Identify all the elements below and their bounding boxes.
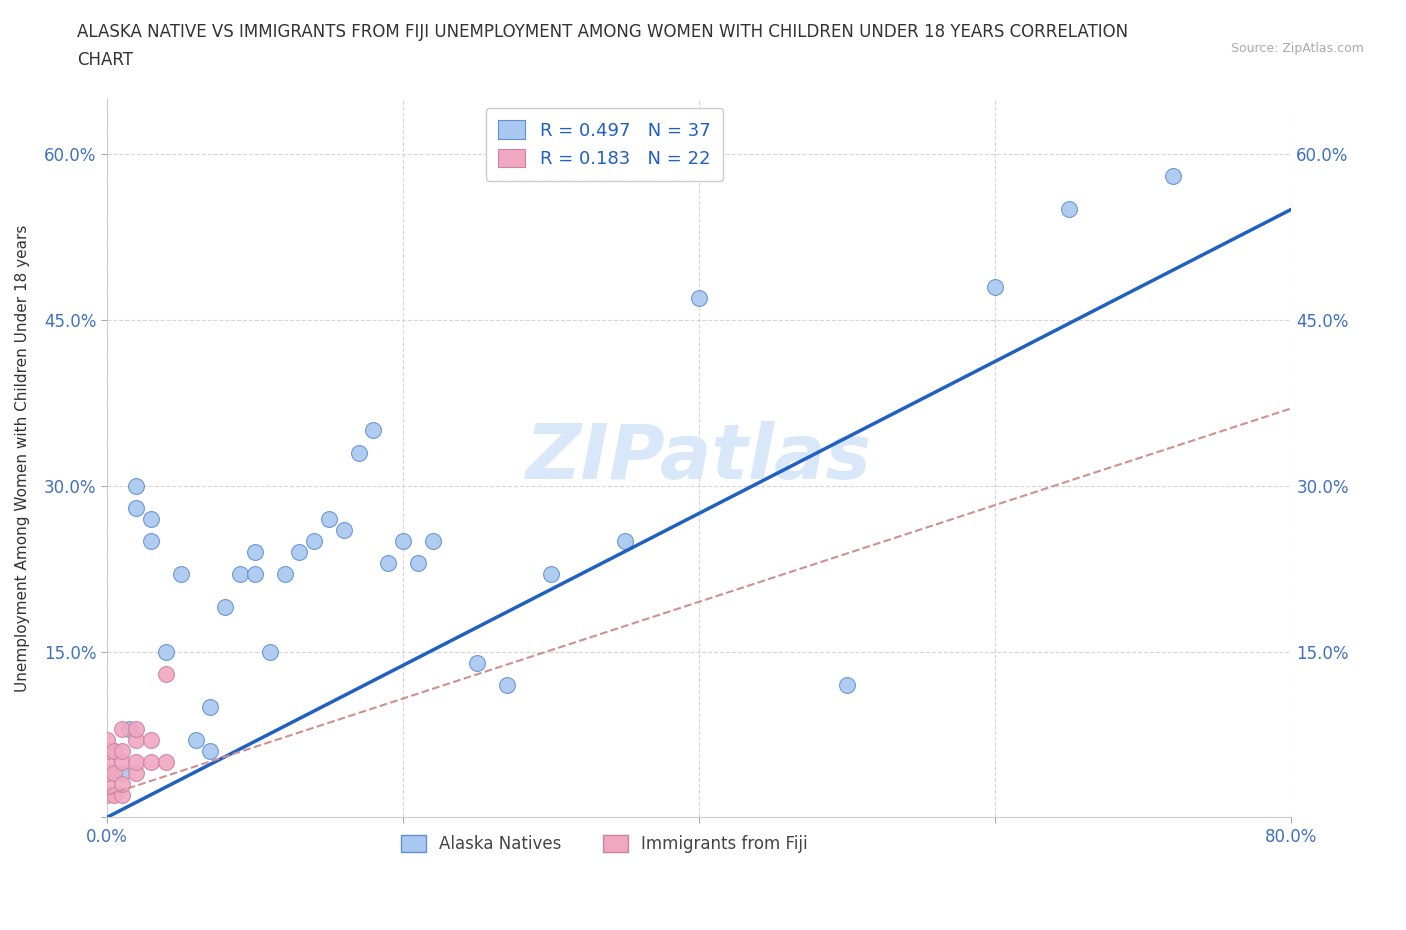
Point	[243, 545, 266, 560]
Point	[96, 754, 118, 769]
Text: ALASKA NATIVE VS IMMIGRANTS FROM FIJI UNEMPLOYMENT AMONG WOMEN WITH CHILDREN UND: ALASKA NATIVE VS IMMIGRANTS FROM FIJI UN…	[77, 23, 1129, 41]
Point	[125, 500, 148, 515]
Point	[200, 699, 222, 714]
Point	[141, 512, 163, 526]
Point	[110, 788, 132, 803]
Point	[259, 644, 281, 659]
Point	[688, 290, 710, 305]
Point	[229, 566, 252, 581]
Text: ZIPatlas: ZIPatlas	[526, 421, 872, 495]
Point	[363, 423, 385, 438]
Point	[96, 744, 118, 759]
Point	[540, 566, 562, 581]
Point	[984, 279, 1007, 294]
Point	[155, 666, 177, 681]
Point	[273, 566, 295, 581]
Point	[318, 512, 340, 526]
Point	[200, 744, 222, 759]
Point	[103, 744, 125, 759]
Point	[377, 555, 399, 570]
Point	[96, 788, 118, 803]
Point	[96, 733, 118, 748]
Point	[495, 677, 517, 692]
Point	[141, 733, 163, 748]
Point	[125, 754, 148, 769]
Point	[110, 722, 132, 737]
Point	[288, 545, 311, 560]
Point	[332, 523, 354, 538]
Point	[243, 566, 266, 581]
Point	[125, 478, 148, 493]
Point	[141, 534, 163, 549]
Text: Source: ZipAtlas.com: Source: ZipAtlas.com	[1230, 42, 1364, 55]
Point	[96, 777, 118, 791]
Point	[837, 677, 859, 692]
Point	[214, 600, 236, 615]
Point	[184, 733, 207, 748]
Point	[125, 765, 148, 780]
Point	[1161, 168, 1184, 183]
Point	[141, 754, 163, 769]
Point	[110, 765, 132, 780]
Y-axis label: Unemployment Among Women with Children Under 18 years: Unemployment Among Women with Children U…	[15, 224, 30, 692]
Point	[96, 765, 118, 780]
Text: CHART: CHART	[77, 51, 134, 69]
Point	[302, 534, 325, 549]
Point	[422, 534, 444, 549]
Point	[103, 788, 125, 803]
Point	[118, 722, 141, 737]
Point	[110, 777, 132, 791]
Point	[155, 644, 177, 659]
Point	[103, 744, 125, 759]
Point	[392, 534, 415, 549]
Point	[155, 754, 177, 769]
Point	[614, 534, 637, 549]
Point	[1059, 202, 1081, 217]
Point	[125, 733, 148, 748]
Point	[125, 722, 148, 737]
Legend: Alaska Natives, Immigrants from Fiji: Alaska Natives, Immigrants from Fiji	[394, 828, 814, 859]
Point	[465, 655, 488, 670]
Point	[170, 566, 193, 581]
Point	[406, 555, 429, 570]
Point	[110, 744, 132, 759]
Point	[347, 445, 370, 460]
Point	[110, 754, 132, 769]
Point	[103, 765, 125, 780]
